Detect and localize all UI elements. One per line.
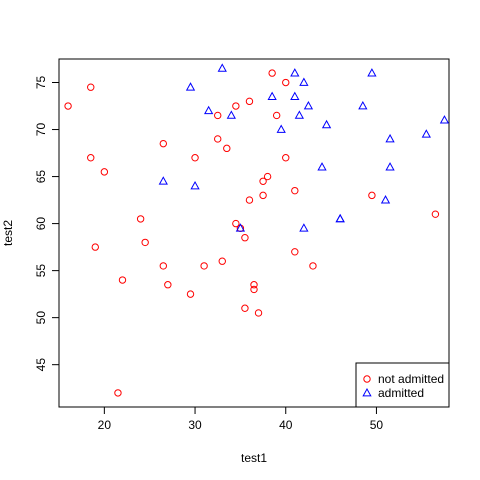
- point-not-admitted: [159, 139, 168, 148]
- point-not-admitted: [250, 281, 258, 289]
- point-not-admitted: [291, 186, 299, 195]
- legend-box: [355, 362, 450, 408]
- x-axis-label: test1: [241, 451, 267, 465]
- point-not-admitted: [245, 97, 254, 106]
- legend-marker-triangle: [362, 387, 372, 397]
- point-admitted: [299, 223, 309, 232]
- point-not-admitted: [118, 276, 127, 284]
- point-not-admitted: [191, 154, 199, 162]
- point-admitted: [335, 213, 345, 223]
- x-tick-label: 30: [188, 418, 202, 432]
- point-not-admitted: [87, 154, 95, 162]
- point-not-admitted: [431, 210, 440, 218]
- point-not-admitted: [250, 285, 258, 294]
- point-not-admitted: [164, 281, 172, 289]
- point-admitted: [267, 91, 277, 101]
- point-admitted: [385, 133, 395, 143]
- point-not-admitted: [200, 262, 208, 270]
- point-admitted: [185, 82, 196, 91]
- data-points: [64, 63, 450, 397]
- point-not-admitted: [268, 69, 276, 77]
- point-not-admitted: [232, 219, 240, 228]
- point-not-admitted: [368, 191, 376, 200]
- y-tick-label: 65: [34, 170, 48, 184]
- point-admitted: [158, 176, 168, 185]
- point-not-admitted: [291, 248, 299, 256]
- y-tick-label: 45: [34, 358, 48, 372]
- point-not-admitted: [263, 172, 272, 181]
- point-not-admitted: [186, 290, 195, 298]
- y-tick-label: 70: [34, 123, 48, 137]
- point-not-admitted: [87, 83, 95, 91]
- point-admitted: [226, 110, 236, 119]
- point-admitted: [367, 68, 377, 77]
- x-tick-label: 50: [370, 418, 384, 432]
- point-admitted: [204, 105, 214, 115]
- point-not-admitted: [136, 215, 145, 223]
- point-not-admitted: [241, 234, 249, 242]
- point-not-admitted: [282, 78, 290, 87]
- point-admitted: [190, 180, 200, 190]
- x-tick-label: 40: [279, 418, 293, 432]
- point-not-admitted: [64, 102, 72, 110]
- point-not-admitted: [282, 154, 290, 162]
- point-not-admitted: [141, 238, 149, 247]
- point-not-admitted: [159, 262, 168, 270]
- point-not-admitted: [214, 111, 222, 120]
- point-admitted: [317, 162, 327, 171]
- point-not-admitted: [100, 168, 109, 176]
- y-axis: 45 50 55 60 65 70 75: [34, 76, 60, 372]
- point-not-admitted: [223, 144, 231, 153]
- point-not-admitted: [259, 191, 267, 200]
- point-admitted: [235, 223, 246, 232]
- point-not-admitted: [232, 102, 240, 110]
- point-not-admitted: [91, 243, 99, 251]
- point-admitted: [299, 77, 309, 86]
- point-admitted: [380, 195, 391, 204]
- y-tick-label: 75: [34, 76, 48, 90]
- x-axis: 20 30 40 50: [98, 406, 384, 432]
- point-admitted: [294, 110, 304, 119]
- point-admitted: [321, 119, 332, 129]
- legend-label: not admitted: [378, 372, 444, 386]
- point-not-admitted: [214, 135, 222, 143]
- point-admitted: [290, 91, 300, 101]
- point-not-admitted: [272, 111, 281, 120]
- point-admitted: [439, 115, 450, 124]
- point-admitted: [358, 100, 368, 110]
- point-admitted: [276, 124, 286, 133]
- point-not-admitted: [245, 196, 254, 204]
- point-admitted: [290, 68, 300, 77]
- y-tick-label: 55: [34, 264, 48, 278]
- point-not-admitted: [254, 309, 263, 317]
- point-not-admitted: [218, 257, 226, 265]
- point-admitted: [217, 63, 227, 72]
- x-tick-label: 20: [98, 418, 112, 432]
- point-not-admitted: [259, 177, 267, 185]
- legend-label: admitted: [378, 386, 424, 400]
- point-not-admitted: [114, 389, 122, 397]
- y-axis-label: test2: [1, 220, 15, 246]
- point-not-admitted: [309, 262, 317, 270]
- y-tick-label: 50: [34, 311, 48, 325]
- legend-marker-circle: [363, 375, 371, 383]
- point-admitted: [421, 129, 431, 138]
- point-not-admitted: [241, 304, 249, 312]
- point-admitted: [303, 100, 314, 110]
- y-tick-label: 60: [34, 217, 48, 231]
- point-admitted: [385, 162, 395, 171]
